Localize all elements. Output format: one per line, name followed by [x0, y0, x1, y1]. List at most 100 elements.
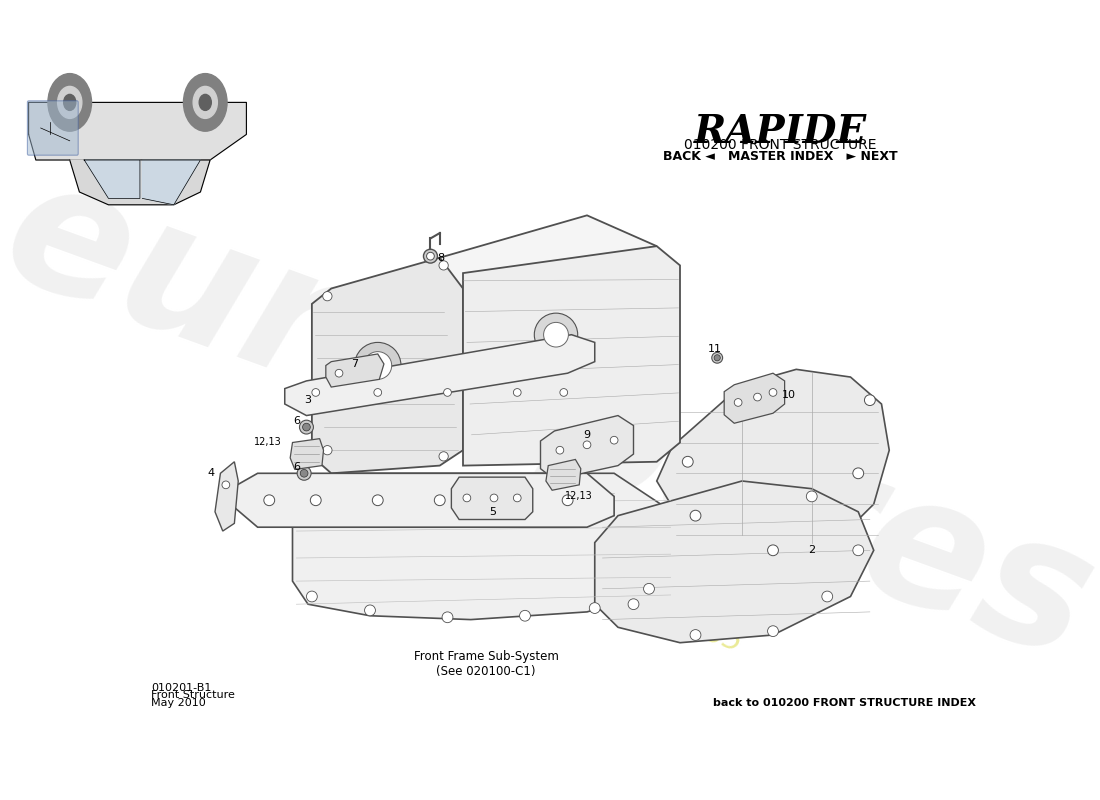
- Polygon shape: [85, 160, 140, 198]
- Circle shape: [310, 495, 321, 506]
- Circle shape: [307, 591, 317, 602]
- Circle shape: [312, 389, 320, 396]
- Text: 6: 6: [293, 462, 300, 472]
- Circle shape: [556, 446, 563, 454]
- Text: Front Frame Sub-System
(See 020100-C1): Front Frame Sub-System (See 020100-C1): [414, 650, 559, 678]
- Text: 12,13: 12,13: [565, 491, 593, 502]
- Polygon shape: [546, 459, 581, 490]
- Text: 12,13: 12,13: [254, 438, 282, 447]
- Polygon shape: [142, 160, 200, 205]
- Polygon shape: [214, 462, 239, 531]
- Circle shape: [583, 441, 591, 449]
- Polygon shape: [595, 481, 873, 642]
- Text: back to 010200 FRONT STRUCTURE INDEX: back to 010200 FRONT STRUCTURE INDEX: [713, 698, 976, 708]
- Text: BACK ◄   MASTER INDEX   ► NEXT: BACK ◄ MASTER INDEX ► NEXT: [663, 150, 898, 163]
- Circle shape: [322, 446, 332, 455]
- Circle shape: [514, 389, 521, 396]
- Circle shape: [491, 494, 498, 502]
- Circle shape: [735, 398, 743, 406]
- Text: 7: 7: [351, 359, 359, 369]
- Polygon shape: [29, 102, 246, 160]
- Circle shape: [424, 250, 438, 263]
- Circle shape: [865, 394, 876, 406]
- Circle shape: [628, 599, 639, 610]
- Circle shape: [519, 610, 530, 621]
- Circle shape: [610, 436, 618, 444]
- Circle shape: [852, 545, 864, 556]
- Circle shape: [690, 630, 701, 640]
- Circle shape: [364, 352, 392, 379]
- Circle shape: [535, 313, 578, 356]
- Text: RAPIDE: RAPIDE: [694, 113, 867, 151]
- Text: 010200 FRONT STRUCTURE: 010200 FRONT STRUCTURE: [684, 138, 877, 151]
- Polygon shape: [290, 438, 323, 470]
- Circle shape: [427, 252, 434, 260]
- Circle shape: [48, 74, 91, 131]
- Polygon shape: [69, 160, 210, 205]
- Polygon shape: [285, 334, 595, 415]
- Text: eurospares: eurospares: [0, 142, 1100, 698]
- Circle shape: [184, 74, 227, 131]
- Text: 4: 4: [208, 468, 214, 478]
- Circle shape: [322, 291, 332, 301]
- Circle shape: [364, 605, 375, 616]
- Circle shape: [714, 354, 720, 361]
- Text: 11: 11: [708, 343, 722, 354]
- Circle shape: [768, 626, 779, 637]
- Circle shape: [302, 423, 310, 431]
- Circle shape: [300, 470, 308, 477]
- Circle shape: [372, 495, 383, 506]
- Circle shape: [514, 494, 521, 502]
- Circle shape: [442, 612, 453, 622]
- Circle shape: [463, 494, 471, 502]
- Polygon shape: [451, 477, 532, 519]
- Circle shape: [806, 491, 817, 502]
- Polygon shape: [293, 474, 672, 619]
- Circle shape: [754, 394, 761, 401]
- Circle shape: [374, 389, 382, 396]
- Text: 3: 3: [305, 395, 311, 405]
- Circle shape: [194, 86, 218, 118]
- Polygon shape: [540, 415, 634, 479]
- Text: 010201-B1: 010201-B1: [152, 682, 212, 693]
- Polygon shape: [463, 246, 680, 466]
- Text: 2: 2: [808, 546, 815, 555]
- Polygon shape: [326, 354, 384, 387]
- Circle shape: [222, 481, 230, 489]
- Circle shape: [434, 495, 446, 506]
- Circle shape: [297, 466, 311, 480]
- Circle shape: [712, 353, 723, 363]
- Text: 10: 10: [781, 390, 795, 400]
- Circle shape: [199, 94, 211, 110]
- Circle shape: [852, 468, 864, 478]
- Circle shape: [690, 510, 701, 521]
- Text: May 2010: May 2010: [152, 698, 206, 708]
- Circle shape: [439, 261, 449, 270]
- Circle shape: [562, 495, 573, 506]
- Text: 6: 6: [293, 416, 300, 426]
- Circle shape: [439, 452, 449, 461]
- Circle shape: [336, 370, 343, 377]
- Circle shape: [543, 322, 569, 347]
- Circle shape: [354, 342, 402, 389]
- Circle shape: [560, 389, 568, 396]
- Polygon shape: [657, 370, 889, 562]
- Circle shape: [496, 495, 507, 506]
- Circle shape: [682, 456, 693, 467]
- Circle shape: [64, 94, 76, 110]
- Polygon shape: [724, 373, 784, 423]
- Text: a passion for parts since 1985: a passion for parts since 1985: [304, 474, 747, 658]
- Circle shape: [299, 420, 314, 434]
- Circle shape: [57, 86, 81, 118]
- Circle shape: [264, 495, 275, 506]
- Circle shape: [590, 602, 601, 614]
- Circle shape: [443, 389, 451, 396]
- Polygon shape: [231, 474, 614, 527]
- Text: 8: 8: [438, 253, 444, 262]
- Circle shape: [769, 389, 777, 396]
- Polygon shape: [312, 258, 463, 474]
- Circle shape: [768, 545, 779, 556]
- Polygon shape: [440, 215, 657, 289]
- Circle shape: [822, 591, 833, 602]
- Text: 5: 5: [488, 507, 496, 517]
